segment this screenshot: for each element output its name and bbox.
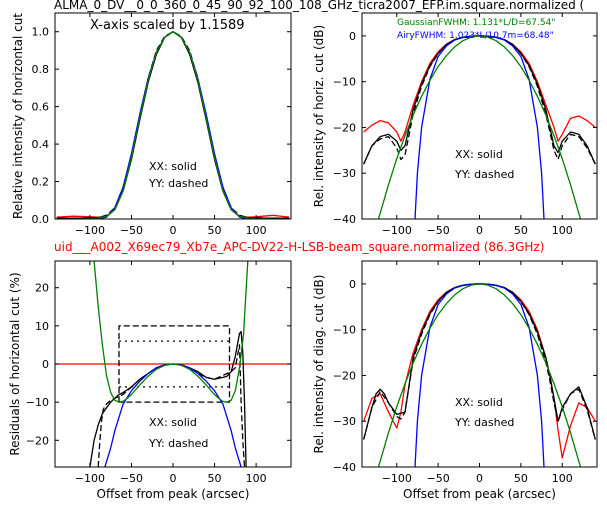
y-tick-label: −40 <box>333 461 356 474</box>
x-tick-label: 0 <box>476 472 483 485</box>
annotation-xx: XX: solid <box>455 396 503 409</box>
plot-grid: −100 −50 0 50 1000.00.20.40.60.81.0Relative … <box>8 12 598 501</box>
y-tick-label: 0 <box>349 278 356 291</box>
annotation-xx: XX: solid <box>149 416 197 429</box>
y-tick-label: 0.4 <box>32 138 50 151</box>
x-tick-label: 50 <box>208 472 222 485</box>
y-tick-label: 20 <box>35 282 49 295</box>
x-tick-label: 100 <box>246 472 267 485</box>
series-line-green-solid-4 <box>377 35 582 219</box>
annotation-yy: YY: dashed <box>148 177 208 190</box>
y-tick-label: 0 <box>42 358 49 371</box>
series-group <box>56 31 290 219</box>
y-tick-label: 10 <box>35 320 49 333</box>
annotation-yy: YY: dashed <box>454 168 514 181</box>
x-axis-label: Offset from peak (arcsec) <box>97 487 250 501</box>
airy-fwhm-label: AiryFWHM: 1.023*L/10.7m=68.48" <box>397 31 554 41</box>
y-axis-label: Relative intensity of horizontal cut <box>11 13 25 219</box>
series-line-green-solid-4 <box>377 283 582 467</box>
y-tick-label: 0.6 <box>32 101 50 114</box>
series-group <box>363 35 596 219</box>
x-tick-label: 0 <box>170 472 177 485</box>
top-title: ALMA_0_DV__0_0_360_0_45_90_92_100_108_GH… <box>54 0 584 12</box>
annotation-xx: XX: solid <box>455 148 503 161</box>
y-tick-label: 0.8 <box>32 63 50 76</box>
y-axis-label: Residuals of horizontal cut (%) <box>8 272 22 455</box>
x-tick-label: 0 <box>476 224 483 237</box>
x-tick-label: −100 <box>382 224 412 237</box>
x-tick-label: 50 <box>514 224 528 237</box>
scale-note: X-axis scaled by 1.1589 <box>90 18 245 33</box>
x-tick-label: −100 <box>75 472 105 485</box>
y-tick-label: −20 <box>333 369 356 382</box>
series-group <box>363 283 596 467</box>
x-tick-label: 50 <box>208 224 222 237</box>
annotation-yy: YY: dashed <box>454 416 514 429</box>
x-tick-label: 100 <box>246 224 267 237</box>
x-tick-label: −50 <box>427 472 450 485</box>
x-tick-label: 0 <box>170 224 177 237</box>
y-tick-label: −30 <box>333 167 356 180</box>
annotation-yy: YY: dashed <box>148 437 208 450</box>
series-group <box>55 261 291 467</box>
x-tick-label: −50 <box>120 224 143 237</box>
y-tick-label: −10 <box>333 324 356 337</box>
series-line-black-dashed-3 <box>118 325 231 403</box>
y-tick-label: −30 <box>333 415 356 428</box>
x-tick-label: 50 <box>514 472 528 485</box>
mid-title: uid___A002_X69ec79_Xb7e_APC-DV22-H-LSB-b… <box>54 240 544 254</box>
y-tick-label: −20 <box>26 434 49 447</box>
series-line-green-solid-7 <box>93 261 249 403</box>
y-tick-label: −40 <box>333 213 356 226</box>
y-tick-label: −10 <box>333 76 356 89</box>
x-tick-label: −50 <box>120 472 143 485</box>
x-tick-label: −50 <box>427 224 450 237</box>
series-line-green-solid-4 <box>56 31 290 219</box>
y-axis-label: Rel. intensity of horiz. cut (dB) <box>312 25 326 207</box>
y-tick-label: 0.0 <box>32 213 50 226</box>
chart-top-left: −100 −50 0 50 100 0.0 0.2 0.4 0.6 0.8 1.0 Relative … <box>11 12 292 237</box>
y-axis-label: Rel. intensity of diag. cut (dB) <box>312 275 326 454</box>
annotation-xx: XX: solid <box>149 160 197 173</box>
y-tick-label: 0.2 <box>32 176 50 189</box>
y-tick-label: 1.0 <box>32 26 50 39</box>
x-tick-label: 100 <box>552 472 573 485</box>
y-tick-label: −20 <box>333 121 356 134</box>
x-tick-label: −100 <box>75 224 105 237</box>
y-tick-label: 0 <box>349 30 356 43</box>
y-tick-label: −10 <box>26 396 49 409</box>
x-tick-label: −100 <box>382 472 412 485</box>
x-tick-label: 100 <box>552 224 573 237</box>
x-axis-label: Offset from peak (arcsec) <box>403 487 556 501</box>
gaussian-fwhm-label: GaussianFWHM: 1.131*L/D=67.54" <box>397 18 555 28</box>
